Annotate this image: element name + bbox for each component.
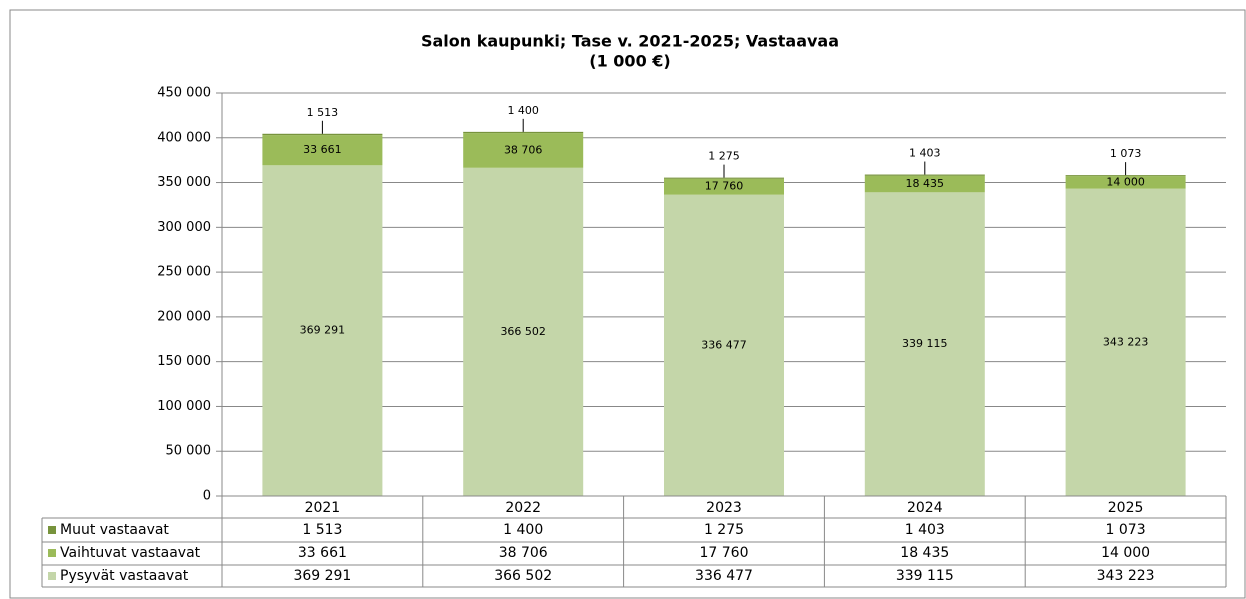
data-label: 366 502	[500, 325, 546, 338]
table-cell: 1 403	[905, 522, 945, 538]
bar-segment	[262, 135, 383, 166]
data-label: 1 513	[307, 106, 339, 119]
legend-label: Muut vastaavat	[60, 522, 169, 538]
y-tick-label: 50 000	[166, 444, 212, 459]
y-tick-label: 300 000	[157, 220, 211, 235]
table-cell: 366 502	[494, 568, 552, 584]
table-cell: 17 760	[700, 545, 749, 561]
y-tick-label: 200 000	[157, 309, 211, 324]
x-tick-label: 2022	[505, 500, 541, 516]
data-label: 336 477	[701, 338, 747, 351]
y-tick-label: 0	[203, 489, 211, 504]
chart-title: Salon kaupunki; Tase v. 2021-2025; Vasta…	[421, 32, 839, 51]
bar-segment	[664, 178, 784, 195]
data-label: 1 403	[909, 147, 941, 160]
bar-segment	[864, 192, 985, 496]
table-cell: 343 223	[1097, 568, 1155, 584]
table-cell: 14 000	[1101, 545, 1150, 561]
bar-segment	[864, 174, 985, 176]
bar-segment	[463, 167, 584, 496]
legend-swatch	[48, 572, 56, 580]
bar-segment	[664, 194, 784, 497]
table-cell: 1 400	[503, 522, 543, 538]
x-tick-label: 2023	[706, 500, 742, 516]
data-label: 369 291	[300, 324, 346, 337]
x-tick-label: 2025	[1108, 500, 1144, 516]
table-cell: 1 275	[704, 522, 744, 538]
bar-segment	[1065, 188, 1186, 496]
data-label: 14 000	[1106, 175, 1145, 188]
chart-frame	[9, 9, 1246, 599]
y-tick-label: 400 000	[157, 130, 211, 145]
legend-label: Pysyvät vastaavat	[60, 568, 189, 584]
data-label: 38 706	[504, 143, 543, 156]
legend-swatch	[48, 526, 56, 534]
bar-segment	[463, 133, 584, 168]
chart-subtitle: (1 000 €)	[589, 52, 670, 71]
table-cell: 18 435	[900, 545, 949, 561]
bar-segment	[262, 165, 383, 496]
bar-segment	[1065, 175, 1186, 177]
data-label: 339 115	[902, 337, 948, 350]
bar-segment	[262, 133, 383, 136]
y-tick-label: 450 000	[157, 86, 211, 101]
bar-segment	[1065, 176, 1186, 189]
data-label: 18 435	[906, 177, 945, 190]
bar-segment	[664, 177, 784, 179]
table-cell: 38 706	[499, 545, 548, 561]
x-tick-label: 2024	[907, 500, 943, 516]
data-label: 1 400	[507, 104, 539, 117]
legend-swatch	[48, 549, 56, 557]
data-label: 33 661	[303, 143, 342, 156]
bar-segment	[864, 175, 985, 193]
data-label: 343 223	[1103, 335, 1149, 348]
bar-segment	[463, 131, 584, 134]
y-tick-label: 350 000	[157, 175, 211, 190]
data-label: 17 760	[705, 180, 744, 193]
y-tick-label: 100 000	[157, 399, 211, 414]
data-label: 1 073	[1110, 147, 1142, 160]
table-cell: 336 477	[695, 568, 753, 584]
table-cell: 33 661	[298, 545, 347, 561]
table-cell: 1 513	[302, 522, 342, 538]
table-cell: 1 073	[1106, 522, 1146, 538]
x-tick-label: 2021	[305, 500, 341, 516]
y-tick-label: 150 000	[157, 354, 211, 369]
y-tick-label: 250 000	[157, 265, 211, 280]
table-cell: 339 115	[896, 568, 954, 584]
table-cell: 369 291	[293, 568, 351, 584]
data-label: 1 275	[708, 150, 740, 163]
legend-label: Vaihtuvat vastaavat	[60, 545, 201, 561]
